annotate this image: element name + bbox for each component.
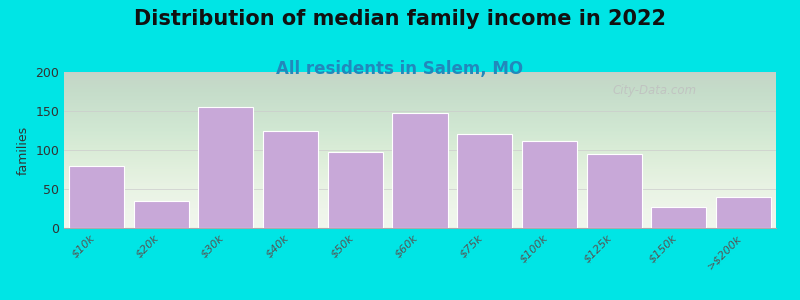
Bar [586, 154, 642, 228]
Bar [522, 141, 577, 228]
Bar [328, 152, 382, 228]
Text: Distribution of median family income in 2022: Distribution of median family income in … [134, 9, 666, 29]
Bar [458, 134, 512, 228]
Text: All residents in Salem, MO: All residents in Salem, MO [277, 60, 523, 78]
Bar [134, 201, 189, 228]
Bar [69, 166, 124, 228]
Bar [651, 207, 706, 228]
Bar [393, 113, 447, 228]
Text: City-Data.com: City-Data.com [612, 85, 696, 98]
Bar [716, 197, 771, 228]
Bar [198, 107, 254, 228]
Y-axis label: families: families [17, 125, 30, 175]
Bar [263, 130, 318, 228]
